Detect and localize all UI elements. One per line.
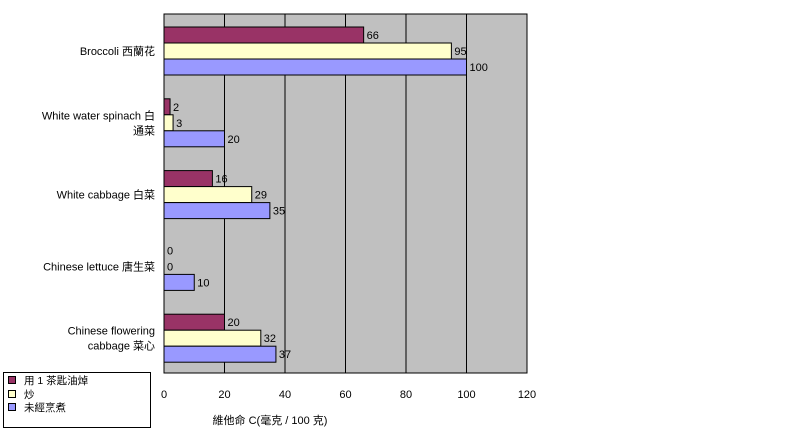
x-tick-label: 100 xyxy=(457,389,475,401)
legend-swatch-series-2 xyxy=(8,389,16,398)
category-label: Chinese lettuce 唐生菜 xyxy=(43,259,155,273)
legend-label-series-2: 炒 xyxy=(24,388,35,401)
legend-item-series-1: 用 1 茶匙油焯 xyxy=(8,375,150,389)
bar-series-1 xyxy=(163,313,225,331)
category-label: Chinese flowering cabbage 菜心 xyxy=(68,326,155,353)
bar-series-2 xyxy=(163,42,452,60)
bar-series-1 xyxy=(163,98,171,116)
category-label: White water spinach 白通菜 xyxy=(42,108,155,137)
category-label: Broccoli 西蘭花 xyxy=(80,45,155,58)
bar-series-2 xyxy=(163,114,174,132)
x-tick-label: 40 xyxy=(279,389,291,401)
category-label-line: Chinese flowering xyxy=(68,326,155,338)
bar-value-label: 35 xyxy=(273,206,285,218)
category-label-line: 通菜 xyxy=(133,124,155,137)
bar-series-3 xyxy=(163,202,271,220)
bar-series-1 xyxy=(163,170,213,188)
legend-label-series-1: 用 1 茶匙油焯 xyxy=(24,375,89,387)
x-tick-label: 0 xyxy=(161,389,167,401)
legend-item-series-2: 炒 xyxy=(8,389,150,403)
bar-value-label: 20 xyxy=(228,134,240,146)
bar-series-3 xyxy=(163,58,467,76)
bar-value-label: 100 xyxy=(470,62,488,74)
bar-value-label: 0 xyxy=(167,245,173,257)
category-label-line: Broccoli 西蘭花 xyxy=(80,45,155,58)
x-axis-ticks: 0 20 40 60 80 100 120 xyxy=(161,389,536,401)
x-tick-label: 20 xyxy=(218,389,230,401)
category-label-line: cabbage 菜心 xyxy=(88,340,155,353)
bar-value-label: 16 xyxy=(215,174,227,186)
bar-series-2 xyxy=(163,186,253,204)
bar-value-label: 32 xyxy=(264,333,276,345)
x-tick-label: 120 xyxy=(518,389,536,401)
bar-series-3 xyxy=(163,130,225,148)
bar-value-label: 20 xyxy=(228,317,240,329)
bar-series-3 xyxy=(163,273,195,291)
bar-value-label: 95 xyxy=(454,46,466,58)
bar-value-label: 3 xyxy=(176,118,182,130)
bars xyxy=(163,26,467,363)
x-tick-label: 80 xyxy=(400,389,412,401)
legend-label-series-3: 未經烹煮 xyxy=(24,402,66,414)
bar-value-label: 29 xyxy=(255,190,267,202)
category-label: White cabbage 白菜 xyxy=(57,188,155,202)
x-axis-title: 維他命 C(毫克 / 100 克) xyxy=(213,413,328,427)
bar-value-label: 0 xyxy=(167,261,173,273)
x-tick-label: 60 xyxy=(339,389,351,401)
category-label-line: Chinese lettuce 唐生菜 xyxy=(43,259,155,273)
bar-value-label: 37 xyxy=(279,349,291,361)
bar-series-2 xyxy=(163,329,262,347)
bar-value-label: 66 xyxy=(367,30,379,42)
legend-swatch-series-3 xyxy=(8,403,16,412)
bar-series-1 xyxy=(163,26,365,44)
category-label-line: White water spinach 白 xyxy=(42,108,155,122)
legend-item-series-3: 未經烹煮 xyxy=(8,402,150,416)
category-label-line: White cabbage 白菜 xyxy=(57,188,155,202)
legend: 用 1 茶匙油焯 炒 未經烹煮 xyxy=(3,372,151,428)
bar-value-label: 10 xyxy=(197,277,209,289)
bar-series-3 xyxy=(163,345,277,363)
bar-value-label: 2 xyxy=(173,102,179,114)
legend-swatch-series-1 xyxy=(8,376,16,385)
